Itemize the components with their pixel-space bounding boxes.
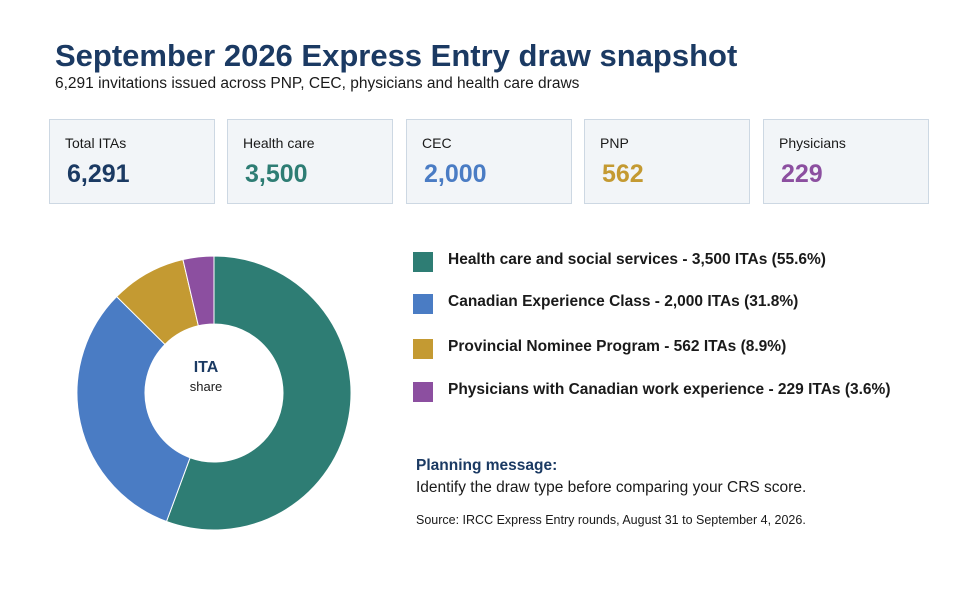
source-note: Source: IRCC Express Entry rounds, Augus…: [416, 513, 806, 527]
stat-card-value: 2,000: [424, 160, 487, 188]
legend-label: Provincial Nominee Program - 562 ITAs (8…: [448, 338, 787, 355]
chart-title: September 2026 Express Entry draw snapsh…: [55, 38, 738, 73]
chart-subtitle: 6,291 invitations issued across PNP, CEC…: [55, 75, 580, 92]
legend-label: Physicians with Canadian work experience…: [448, 381, 891, 398]
stat-card-label: PNP: [600, 135, 629, 151]
donut-slice-1: [165, 255, 352, 531]
legend-label: Canadian Experience Class - 2,000 ITAs (…: [448, 293, 799, 310]
stat-card-label: Health care: [243, 135, 315, 151]
stat-card-label: Physicians: [779, 135, 846, 151]
donut-center-subtitle: share: [189, 379, 223, 394]
legend-label: Health care and social services - 3,500 …: [448, 251, 826, 268]
donut-center-title: ITA: [193, 359, 219, 376]
stat-card-total: Total ITAs 6,291: [49, 119, 215, 204]
stat-card-value: 6,291: [67, 160, 130, 188]
donut-chart: [76, 255, 352, 531]
planning-message-heading: Planning message:: [416, 457, 558, 474]
legend-swatch: [413, 382, 433, 402]
stat-card-pnp: PNP 562: [584, 119, 750, 204]
stat-card-physicians: Physicians 229: [763, 119, 929, 204]
stat-card-value: 562: [602, 160, 644, 188]
donut-slice-4: [182, 255, 215, 327]
stat-card-label: CEC: [422, 135, 452, 151]
stat-card-value: 3,500: [245, 160, 308, 188]
stat-card-cec: CEC 2,000: [406, 119, 572, 204]
donut-slice-2: [76, 295, 191, 523]
stat-card-label: Total ITAs: [65, 135, 127, 151]
legend-swatch: [413, 294, 433, 314]
legend-swatch: [413, 339, 433, 359]
legend-swatch: [413, 252, 433, 272]
stat-card-value: 229: [781, 160, 823, 188]
stat-card-health-care: Health care 3,500: [227, 119, 393, 204]
planning-message-body: Identify the draw type before comparing …: [416, 479, 807, 496]
